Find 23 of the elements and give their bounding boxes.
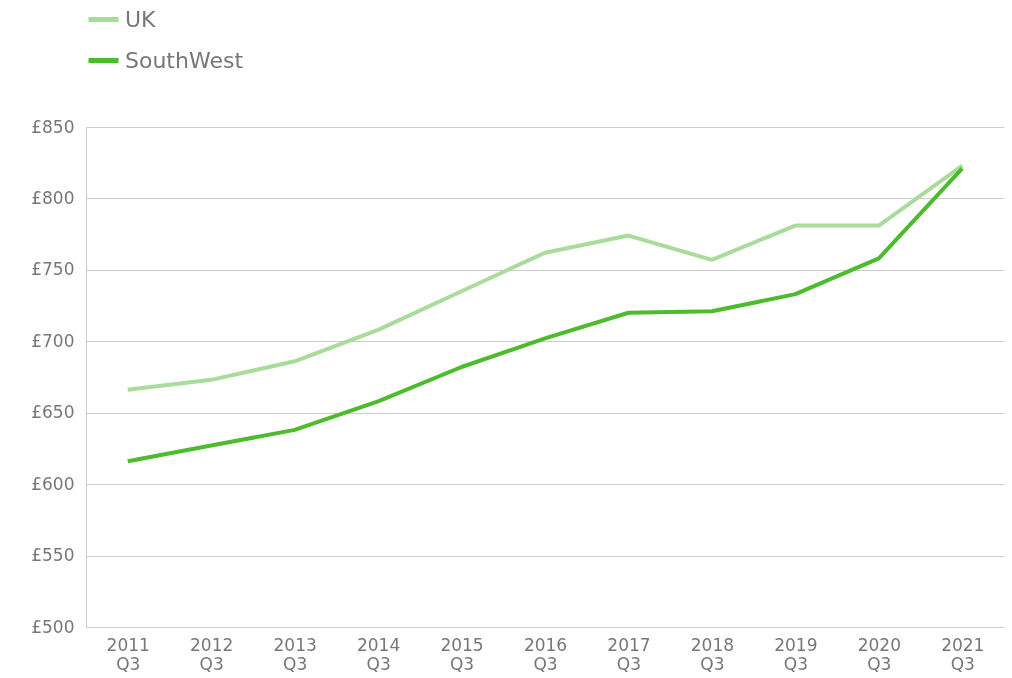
x-tick-label: 2014 Q3 [356, 634, 401, 674]
legend-label: UK [125, 6, 157, 32]
x-tick-label: 2019 Q3 [774, 634, 818, 674]
x-tick-label: 2013 Q3 [273, 634, 317, 674]
x-tick-label: 2018 Q3 [690, 634, 735, 674]
line-series [125, 163, 965, 392]
line-series [125, 166, 965, 464]
x-tick-label: 2017 Q3 [607, 634, 651, 674]
y-tick-label: £500 [31, 616, 75, 637]
legend-label: SouthWest [125, 47, 244, 73]
y-tick-label: £600 [31, 473, 75, 494]
x-tick-label: 2011 Q3 [106, 634, 150, 674]
x-tick-label: 2012 Q3 [190, 634, 234, 674]
x-tick-label: 2016 Q3 [523, 634, 568, 674]
x-tick-label: 2020 Q3 [857, 634, 901, 674]
y-tick-label: £650 [31, 402, 75, 423]
y-tick-label: £850 [31, 116, 75, 137]
y-tick-label: £550 [31, 545, 75, 566]
x-tick-label: 2021 Q3 [941, 634, 985, 674]
y-tick-label: £750 [31, 259, 75, 280]
x-tick-label: 2015 Q3 [440, 634, 484, 674]
y-tick-label: £800 [31, 187, 75, 208]
y-tick-label: £700 [31, 330, 75, 351]
